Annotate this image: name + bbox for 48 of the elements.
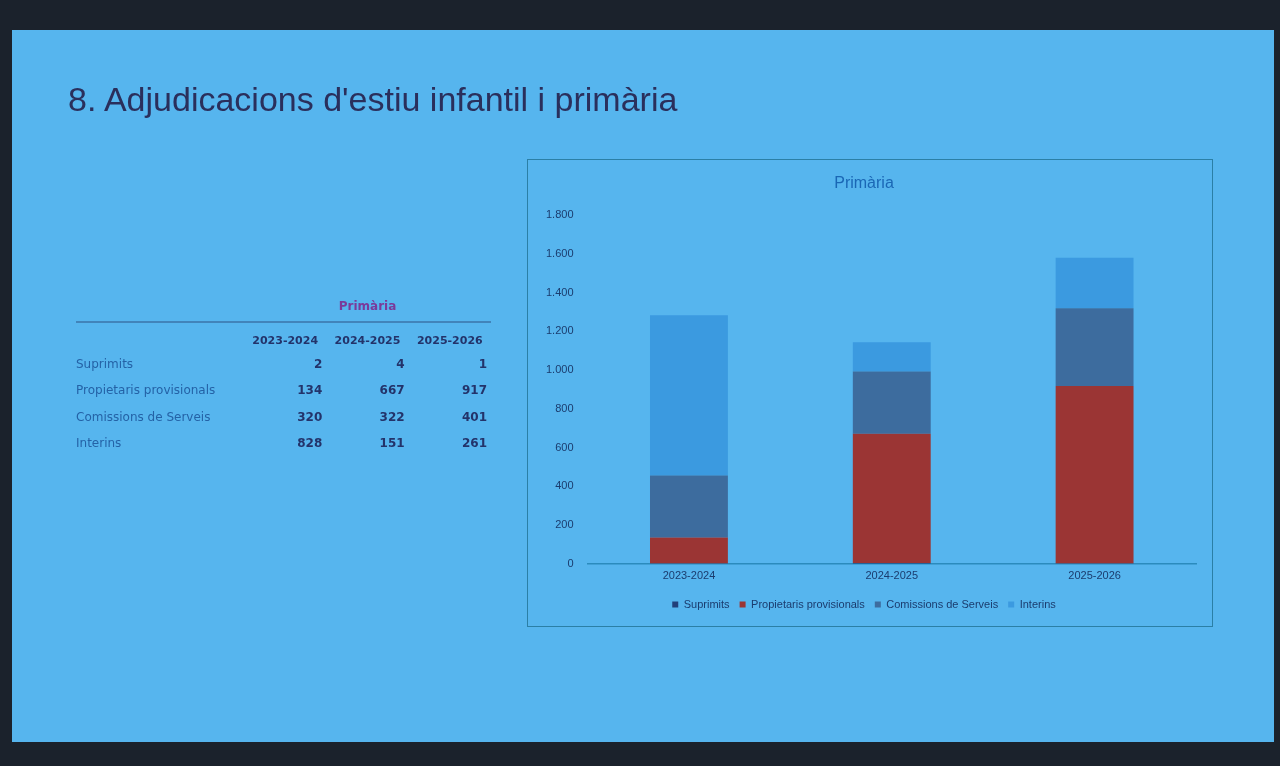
y-tick-label: Interins	[76, 435, 122, 450]
data-label: 4	[396, 357, 405, 372]
y-tick-label: 1.800	[546, 208, 574, 221]
data-label: 401	[461, 409, 487, 424]
y-tick-label: 400	[555, 479, 574, 492]
data-label: 261	[461, 435, 487, 450]
legend-label: Comissions de Serveis	[886, 597, 999, 610]
y-tick-label: 1.200	[546, 324, 574, 337]
y-tick-label: 1.000	[546, 363, 574, 376]
legend-label: Interins	[1019, 597, 1057, 610]
bar	[1055, 308, 1134, 387]
chart-title: Primària	[834, 174, 894, 192]
y-tick-label: 1.600	[546, 246, 574, 259]
x-tick-label: 2025-2026	[416, 334, 484, 348]
x-tick-label: 2025-2026	[1068, 569, 1121, 582]
data-label: 667	[379, 383, 405, 398]
bar	[852, 342, 931, 372]
y-tick-label: 800	[555, 401, 574, 414]
chart-title: 8. Adjudicacions d'estiu infantil i primària	[68, 80, 678, 119]
data-label: 151	[379, 435, 405, 450]
data-label: 322	[379, 409, 405, 424]
bar	[650, 537, 728, 564]
legend-label: Suprimits	[683, 597, 731, 610]
bar	[1055, 257, 1134, 309]
y-tick-label: Suprimits	[76, 357, 134, 372]
bar	[650, 315, 728, 476]
bar	[852, 433, 931, 564]
y-tick-label: Propietaris provisionals	[76, 383, 216, 398]
bar	[1055, 386, 1134, 564]
y-tick-label: 0	[567, 556, 574, 569]
bar	[852, 371, 931, 434]
y-tick-label: 600	[555, 440, 574, 453]
x-tick-label: 2024-2025	[865, 569, 919, 582]
bar	[650, 475, 728, 538]
chart-subtitle: Primària	[338, 299, 397, 314]
data-label: 917	[461, 383, 487, 398]
x-tick-label: 2023-2024	[662, 569, 716, 582]
data-label: 320	[297, 409, 323, 424]
y-tick-label: 200	[555, 518, 574, 531]
data-label: 828	[297, 435, 323, 450]
x-tick-label: 2024-2025	[334, 334, 401, 348]
data-label: 2	[313, 357, 323, 372]
legend-label: Propietaris provisionals	[751, 597, 866, 610]
data-label: 134	[297, 383, 323, 398]
y-tick-label: 1.400	[546, 285, 574, 298]
y-tick-label: Comissions de Serveis	[76, 409, 211, 424]
data-label: 1	[478, 357, 487, 372]
x-tick-label: 2023-2024	[252, 334, 319, 348]
